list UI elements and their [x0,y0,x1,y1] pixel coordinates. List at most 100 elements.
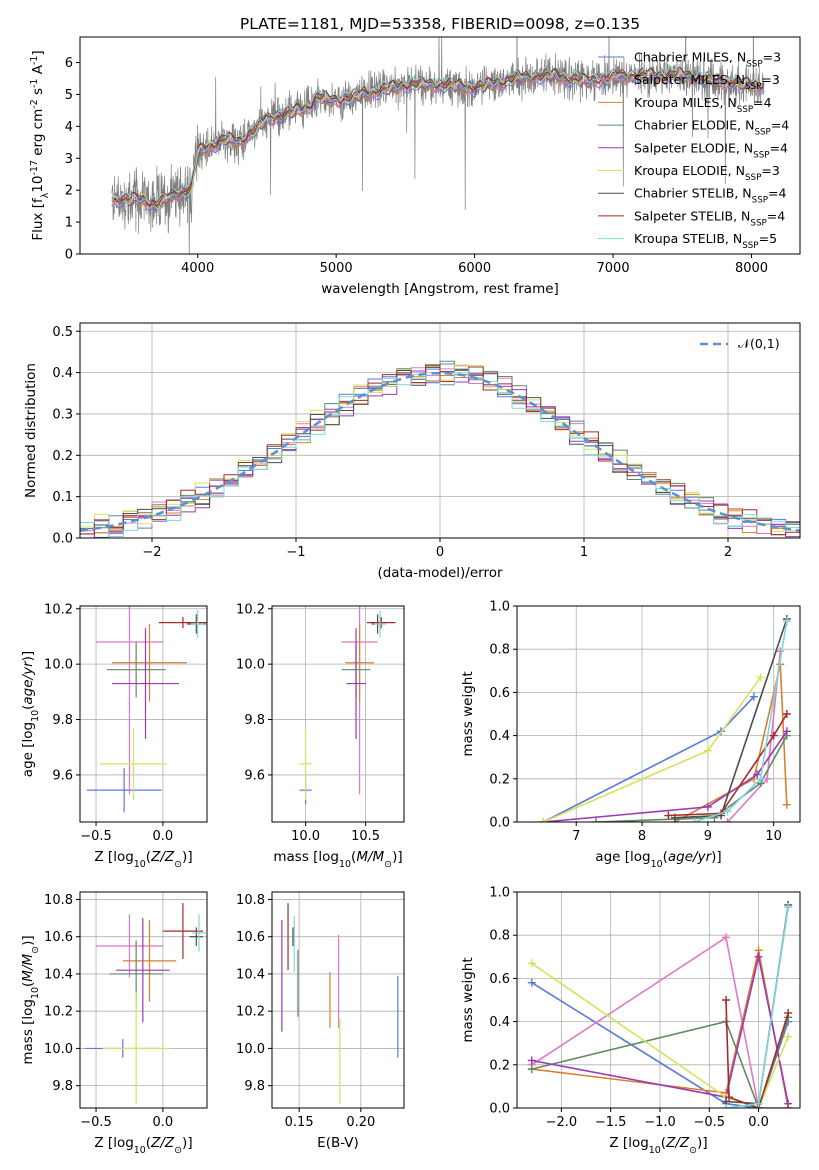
age_vs_mass-axes: 10.0 10.5 9.6 9.8 10.0 10.2 mass [log10(M/M⊙)] [236,602,405,870]
mass-weight-marker [753,770,762,779]
y-axis-label: age [log10(age/yr)] [20,651,41,777]
y-tick-label: 0.4 [489,729,510,744]
figure-title: PLATE=1181, MJD=53358, FIBERID=0098, z=0… [240,15,640,33]
mass-weight-line [725,906,789,1108]
mass-weight-line [668,713,788,817]
residuals-plot-area [80,360,800,538]
y-axis-label: mass weight [460,671,476,756]
mass-weight-marker [703,802,712,811]
x-tick-label: 0.0 [748,1115,769,1130]
x-axis-label: age [log10(age/yr)] [595,849,721,870]
y-tick-label: 9.8 [244,1079,265,1094]
mw_vs_Z-frame [516,891,801,1109]
y-tick-label: 0.0 [489,816,510,831]
x-tick-label: 9 [704,829,712,844]
y-tick-label: 0.6 [489,686,510,701]
mass-weight-marker [690,818,699,822]
y-tick-label: 10.0 [236,658,265,673]
y-tick-label: 6 [65,56,73,71]
x-tick-label: 0.20 [346,1115,375,1130]
mass-weight-marker [784,1099,793,1108]
mass-weight-marker [703,746,712,755]
y-tick-label: 9.8 [52,713,73,728]
y-tick-label: 0.4 [52,366,73,381]
residual-histogram [80,368,800,537]
y-tick-label: 10.0 [44,658,73,673]
x-tick-label: 4000 [181,261,214,276]
y-tick-label: 1.0 [489,600,510,615]
mass-weight-marker [756,673,765,682]
mass-weight-marker [722,933,731,942]
x-tick-label: 0.0 [153,1115,174,1130]
x-axis-label: wavelength [Angstrom, rest frame] [321,281,559,297]
y-tick-label: 4 [65,120,73,135]
y-tick-label: 10.0 [44,1042,73,1057]
age_vs_Z-plot-area [86,606,207,813]
mass-weight-marker [782,727,791,736]
mass_vs_ebv-plot-area [281,903,399,1105]
mass-weight-marker [539,818,548,822]
mass-weight-marker [527,1056,536,1065]
legend-label: 𝒩(0,1) [738,336,780,351]
y-tick-label: 10.8 [44,893,73,908]
y-tick-label: 9.6 [244,768,265,783]
x-tick-label: 10 [765,829,782,844]
mass-weight-marker [722,1104,731,1108]
x-tick-label: −2.0 [546,1115,578,1130]
mass-weight-marker [723,807,732,816]
x-tick-label: 0 [436,545,444,560]
x-tick-label: 0.0 [153,829,174,844]
y-tick-label: 0.8 [489,929,510,944]
model-line [111,65,765,203]
legend-label: Kroupa STELIB, NSSP=5 [634,231,777,251]
x-tick-label: 8 [638,829,646,844]
x-tick-label: −1 [286,545,305,560]
mass-weight-line [725,999,789,1108]
residual-histogram [80,364,800,536]
y-tick-label: 0.8 [489,643,510,658]
y-axis-label: Flux [fλ10-17 erg cm-2 s-1 A-1] [29,50,51,240]
mw_vs_age-axes: 7 8 9 10 0.0 0.2 0.4 0.6 0.8 1.0 age [log10(age/yr… [460,600,801,870]
y-tick-label: 5 [65,88,73,103]
legend-label: Salpeter ELODIE, NSSP=4 [634,140,788,160]
spectrum-frame [79,36,801,255]
x-tick-label: 10.0 [291,829,320,844]
mass_vs_ebv-frame [271,891,405,1109]
x-axis-label: mass [log10(M/M⊙)] [273,849,402,870]
mass_vs_Z-frame [79,891,208,1109]
legend-label: Chabrier MILES, NSSP=3 [634,50,781,70]
mass-weight-line [694,620,788,822]
y-axis-label: mass weight [460,957,476,1042]
mass-weight-marker [776,647,785,656]
mw_vs_age-frame [516,605,801,823]
legend-label: Chabrier ELODIE, NSSP=4 [634,118,789,138]
model-line [111,66,765,206]
mass-weight-marker [527,959,536,968]
y-axis-label: mass [log10(M/M⊙)] [20,935,41,1064]
y-tick-label: 2 [65,184,73,199]
x-tick-label: 6000 [458,261,491,276]
x-axis-label: E(B-V) [317,1135,359,1151]
mass-weight-marker [782,800,791,809]
mass-weight-line [542,696,755,822]
mw_vs_Z-axes: −2.0 −1.5 −1.0 −0.5 0.0 0.0 0.2 0.4 0.6 0.8 1.0 Z [… [460,886,801,1156]
mass-weight-marker [749,692,758,701]
y-tick-label: 9.6 [52,768,73,783]
mass-weight-marker [754,952,763,961]
mass-weight-marker [725,1093,734,1102]
spectrum-plot-area [111,37,765,254]
x-axis-label: (data-model)/error [377,565,503,581]
legend-label: Chabrier STELIB, NSSP=4 [634,186,787,206]
x-tick-label: −2 [142,545,161,560]
residuals-axes: −2 −1 0 1 2 0.0 0.1 0.2 0.3 0.4 0.5 (data-model)/er… [23,322,801,581]
age_vs_mass-frame [271,605,405,823]
x-axis-label: Z [log10(Z/Z⊙)] [94,849,192,870]
mw_vs_age-plot-area [539,614,791,822]
mw_vs_Z-plot-area [527,900,793,1108]
y-tick-label: 0.4 [489,1015,510,1030]
mass-weight-marker [754,1099,763,1108]
mass-weight-marker [782,617,791,626]
legend-label: Kroupa ELODIE, NSSP=3 [634,163,780,183]
mass_vs_Z-axes: −0.5 0.0 9.8 10.0 10.2 10.4 10.6 10.8 Z [log10(Z… [20,891,208,1156]
x-tick-label: −1.0 [644,1115,676,1130]
